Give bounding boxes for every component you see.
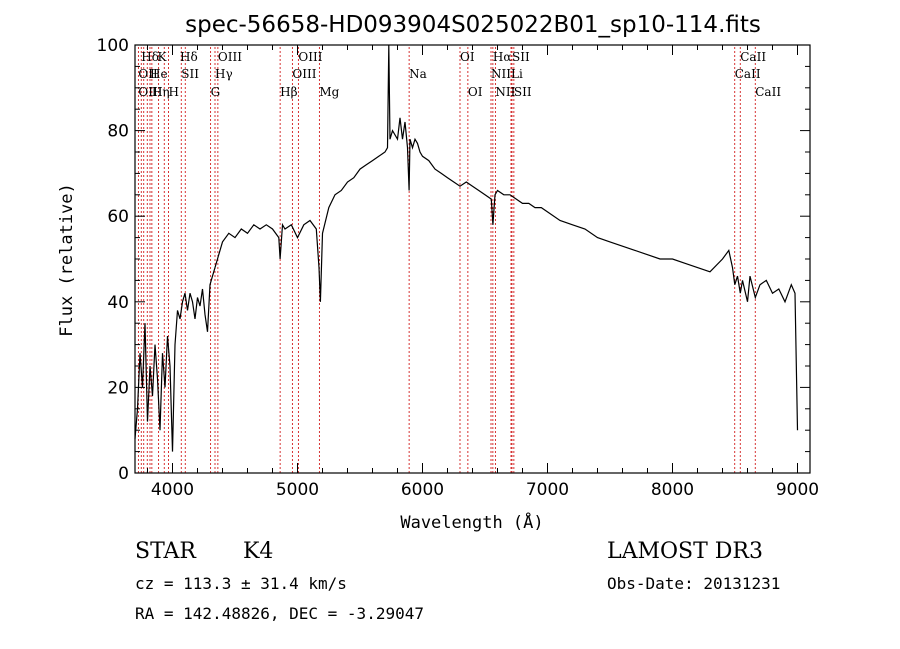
y-tick-label-3: 60 — [107, 207, 129, 227]
plot-frame — [134, 44, 811, 474]
spectral-label-1: K — [158, 50, 168, 64]
spectral-label-24: OI — [468, 85, 483, 99]
sky-coordinates: RA = 142.48826, DEC = -3.29047 — [135, 604, 424, 623]
object-class: STAR — [135, 539, 197, 564]
x-tick-label-0: 4000 — [151, 480, 194, 500]
spectral-label-10: He — [150, 67, 168, 81]
spectral-label-18: OIII — [138, 85, 162, 99]
spectral-label-12: Hγ — [215, 67, 233, 81]
observation-date: Obs-Date: 20131231 — [607, 574, 780, 593]
spectral-label-0: Hδ — [141, 50, 159, 64]
spectral-label-6: Hα — [493, 50, 512, 64]
object-subclass: K4 — [243, 539, 273, 564]
spectral-label-22: Hβ — [280, 85, 297, 99]
x-tick-label-3: 7000 — [526, 480, 569, 500]
y-axis: 0 20 40 60 80 100 — [97, 36, 810, 484]
spectral-label-11: SII — [181, 67, 199, 81]
spectrum-series-line — [134, 44, 799, 452]
spectral-label-2: Hδ — [180, 50, 198, 64]
survey-name: LAMOST DR3 — [607, 539, 763, 564]
y-tick-label-5: 100 — [97, 36, 129, 56]
spectral-line-markers — [137, 47, 756, 473]
y-tick-label-0: 0 — [118, 464, 129, 484]
spectral-label-13: OIII — [292, 67, 316, 81]
spectral-label-27: CaII — [755, 85, 781, 99]
y-tick-label-1: 20 — [107, 378, 129, 398]
spectral-label-23: Mg — [319, 85, 339, 99]
x-tick-label-5: 9000 — [776, 480, 819, 500]
spectral-label-21: G — [211, 85, 221, 99]
chart-title: spec-56658-HD093904S025022B01_sp10-114.f… — [185, 12, 761, 38]
x-tick-label-4: 8000 — [651, 480, 694, 500]
spectral-label-5: OI — [460, 50, 475, 64]
spectral-label-4: OIII — [298, 50, 322, 64]
spectral-label-20: H — [169, 85, 179, 99]
x-axis-label: Wavelength (Å) — [400, 511, 543, 533]
spectral-label-25: NII — [495, 85, 515, 99]
spectral-label-16: Li — [511, 67, 523, 81]
spectral-label-15: NII — [491, 67, 511, 81]
spectral-label-17: CaII — [735, 67, 761, 81]
y-tick-label-2: 40 — [107, 293, 129, 313]
x-tick-label-1: 5000 — [276, 480, 319, 500]
spectral-label-9: OII — [138, 67, 158, 81]
y-tick-label-4: 80 — [107, 122, 129, 142]
spectral-label-26: SII — [514, 85, 532, 99]
x-tick-label-2: 6000 — [401, 480, 444, 500]
spectral-label-19: Hη — [152, 85, 170, 99]
y-axis-label: Flux (relative) — [57, 183, 77, 337]
redshift-velocity: cz = 113.3 ± 31.4 km/s — [135, 574, 347, 593]
spectral-label-14: Na — [409, 67, 427, 81]
spectral-label-8: CaII — [740, 50, 766, 64]
spectral-label-7: SII — [512, 50, 530, 64]
spectral-label-3: OIII — [218, 50, 242, 64]
x-axis: 4000 5000 6000 7000 8000 9000 — [147, 45, 819, 500]
